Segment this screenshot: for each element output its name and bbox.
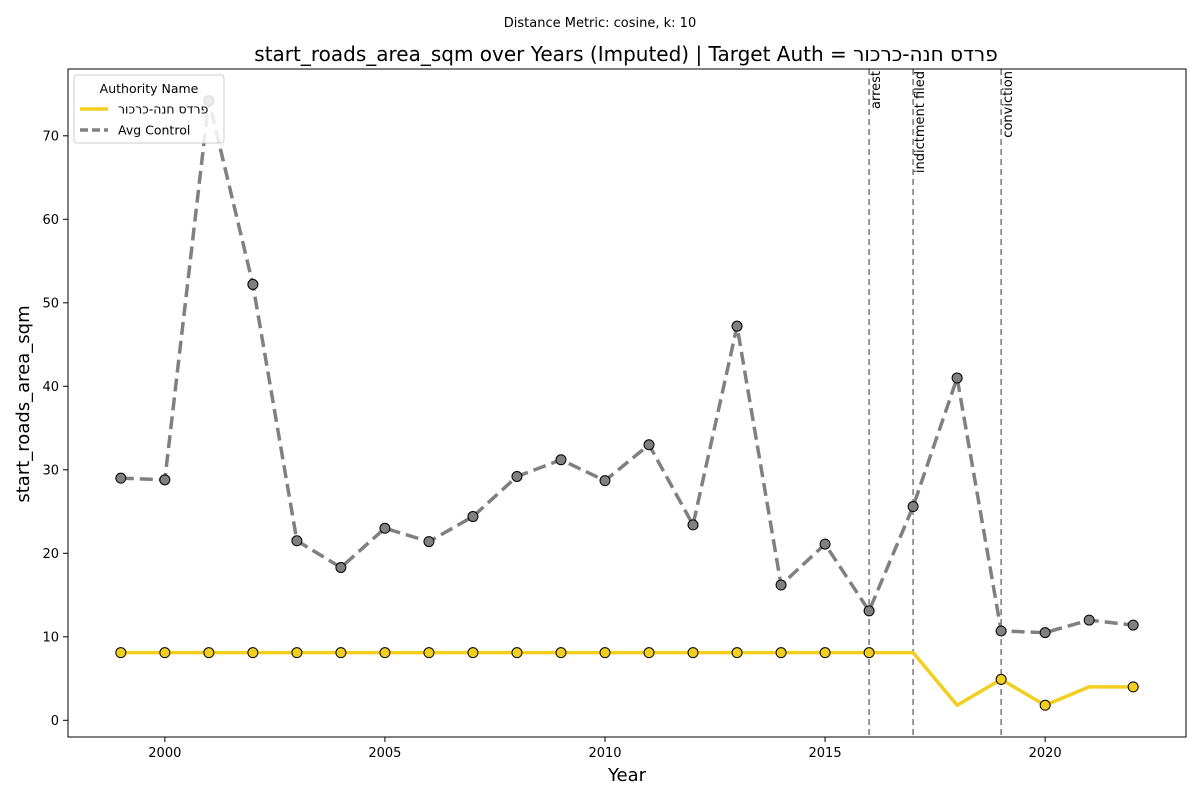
- data-point-control: [555, 454, 567, 466]
- y-tick-label: 0: [51, 714, 59, 729]
- y-tick-label: 10: [42, 630, 59, 645]
- data-point-target: [731, 647, 743, 659]
- data-point-target: [291, 647, 303, 659]
- data-point-target: [555, 647, 567, 659]
- data-point-control: [511, 470, 523, 482]
- data-point-control: [335, 561, 347, 573]
- data-point-control: [907, 501, 919, 513]
- data-point-target: [819, 647, 831, 659]
- data-point-target: [995, 673, 1007, 685]
- x-tick-label: 2015: [809, 746, 842, 761]
- event-label-arrest: arrest: [869, 71, 884, 109]
- y-tick-label: 70: [42, 129, 59, 144]
- data-point-control: [379, 522, 391, 534]
- data-point-target: [115, 647, 127, 659]
- data-point-target: [203, 647, 215, 659]
- data-point-control: [731, 320, 743, 332]
- data-point-control: [423, 536, 435, 548]
- y-tick-label: 50: [42, 296, 59, 311]
- x-tick-label: 2010: [588, 746, 621, 761]
- data-point-control: [1083, 614, 1095, 626]
- y-axis-title: start_roads_area_sqm: [13, 305, 34, 502]
- data-point-target: [379, 647, 391, 659]
- data-point-control: [291, 535, 303, 547]
- data-point-control: [115, 472, 127, 484]
- data-point-control: [995, 625, 1007, 637]
- data-point-control: [951, 372, 963, 384]
- x-axis-title: Year: [607, 765, 647, 786]
- data-point-control: [775, 579, 787, 591]
- x-tick-label: 2020: [1029, 746, 1062, 761]
- data-point-target: [159, 647, 171, 659]
- data-point-target: [1039, 699, 1051, 711]
- data-point-target: [511, 647, 523, 659]
- data-point-control: [467, 511, 479, 523]
- legend-title: Authority Name: [100, 81, 199, 96]
- data-point-control: [863, 605, 875, 617]
- data-point-control: [247, 278, 259, 290]
- data-point-control: [819, 538, 831, 550]
- chart-subtitle: Distance Metric: cosine, k: 10: [504, 16, 696, 31]
- data-point-target: [423, 647, 435, 659]
- data-point-target: [247, 647, 259, 659]
- y-tick-label: 30: [42, 463, 59, 478]
- legend: Authority Name פרדס חנה-כרכור Avg Contro…: [73, 74, 225, 144]
- chart-title: start_roads_area_sqm over Years (Imputed…: [254, 42, 997, 66]
- data-point-target: [643, 647, 655, 659]
- data-point-target: [1127, 681, 1139, 693]
- y-tick-label: 40: [42, 380, 59, 395]
- x-axis: 2000 2005 2010 2015 2020: [148, 737, 1062, 761]
- data-point-control: [599, 475, 611, 487]
- data-point-target: [599, 647, 611, 659]
- data-point-control: [1039, 627, 1051, 639]
- data-point-target: [775, 647, 787, 659]
- event-label-conviction: conviction: [1001, 71, 1016, 138]
- data-point-control: [159, 474, 171, 486]
- legend-label-control: Avg Control: [118, 123, 190, 138]
- y-tick-label: 20: [42, 547, 59, 562]
- axes-frame: [67, 68, 1187, 738]
- data-point-target: [687, 647, 699, 659]
- series-line-control: [120, 98, 1134, 635]
- data-point-control: [1127, 619, 1139, 631]
- y-axis: 0 10 20 30 40 50 60 70: [42, 129, 68, 729]
- event-label-indictment-filed: indictment filed: [913, 71, 928, 173]
- legend-label-target: פרדס חנה-כרכור: [118, 102, 209, 117]
- data-point-control: [687, 519, 699, 531]
- data-point-target: [467, 647, 479, 659]
- series-line-target: [120, 650, 1134, 708]
- x-tick-label: 2000: [148, 746, 181, 761]
- data-point-target: [863, 647, 875, 659]
- x-tick-label: 2005: [368, 746, 401, 761]
- data-point-target: [335, 647, 347, 659]
- plot-area: arrest indictment filed conviction: [115, 69, 1139, 737]
- legend-box: [73, 74, 225, 144]
- data-point-control: [643, 439, 655, 451]
- y-tick-label: 60: [42, 213, 59, 228]
